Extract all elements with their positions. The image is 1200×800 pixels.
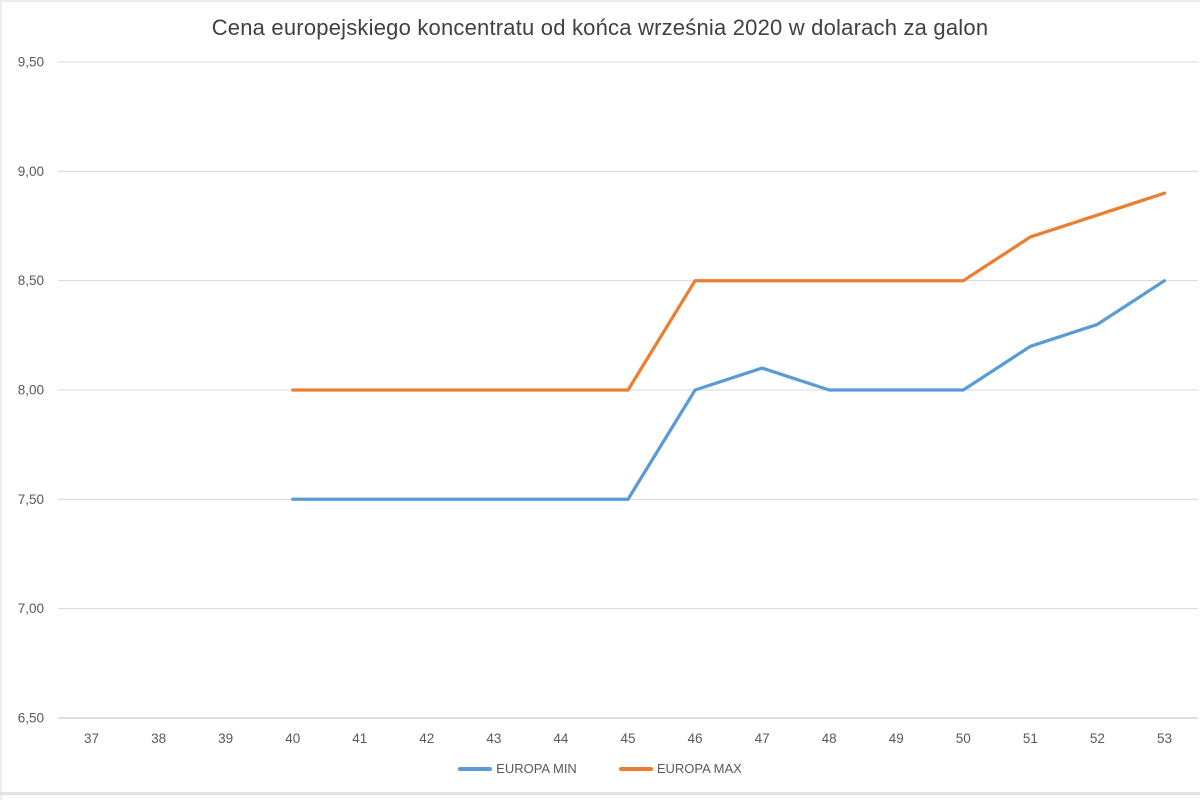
svg-text:46: 46 [688,731,703,746]
svg-text:41: 41 [352,731,367,746]
svg-text:6,50: 6,50 [18,711,44,726]
svg-text:47: 47 [755,731,770,746]
svg-text:9,50: 9,50 [18,55,44,70]
svg-text:37: 37 [84,731,99,746]
legend-item-europa-max[interactable]: EUROPA MAX [618,761,742,776]
svg-text:38: 38 [151,731,166,746]
svg-text:52: 52 [1090,731,1105,746]
svg-text:49: 49 [889,731,904,746]
svg-text:43: 43 [486,731,501,746]
chart-bottom-border [0,792,1200,795]
svg-text:44: 44 [553,731,569,746]
svg-text:8,00: 8,00 [18,383,44,398]
svg-text:39: 39 [218,731,233,746]
legend-label-europa-min: EUROPA MIN [496,761,577,776]
svg-text:7,00: 7,00 [18,601,44,616]
legend-line-swatch-europa-max [618,766,653,771]
chart-legend: EUROPA MIN EUROPA MAX [0,761,1200,776]
svg-text:8,50: 8,50 [18,273,44,288]
svg-text:7,50: 7,50 [18,492,44,507]
legend-item-europa-min[interactable]: EUROPA MIN [458,761,577,776]
svg-text:45: 45 [620,731,635,746]
legend-line-swatch-europa-min [458,766,493,771]
svg-text:51: 51 [1023,731,1038,746]
svg-text:9,00: 9,00 [18,164,44,179]
chart-title: Cena europejskiego koncentratu od końca … [211,15,989,40]
svg-text:48: 48 [822,731,837,746]
svg-text:53: 53 [1157,731,1172,746]
svg-text:42: 42 [419,731,434,746]
svg-text:40: 40 [285,731,300,746]
legend-label-europa-max: EUROPA MAX [656,761,742,776]
svg-text:50: 50 [956,731,971,746]
